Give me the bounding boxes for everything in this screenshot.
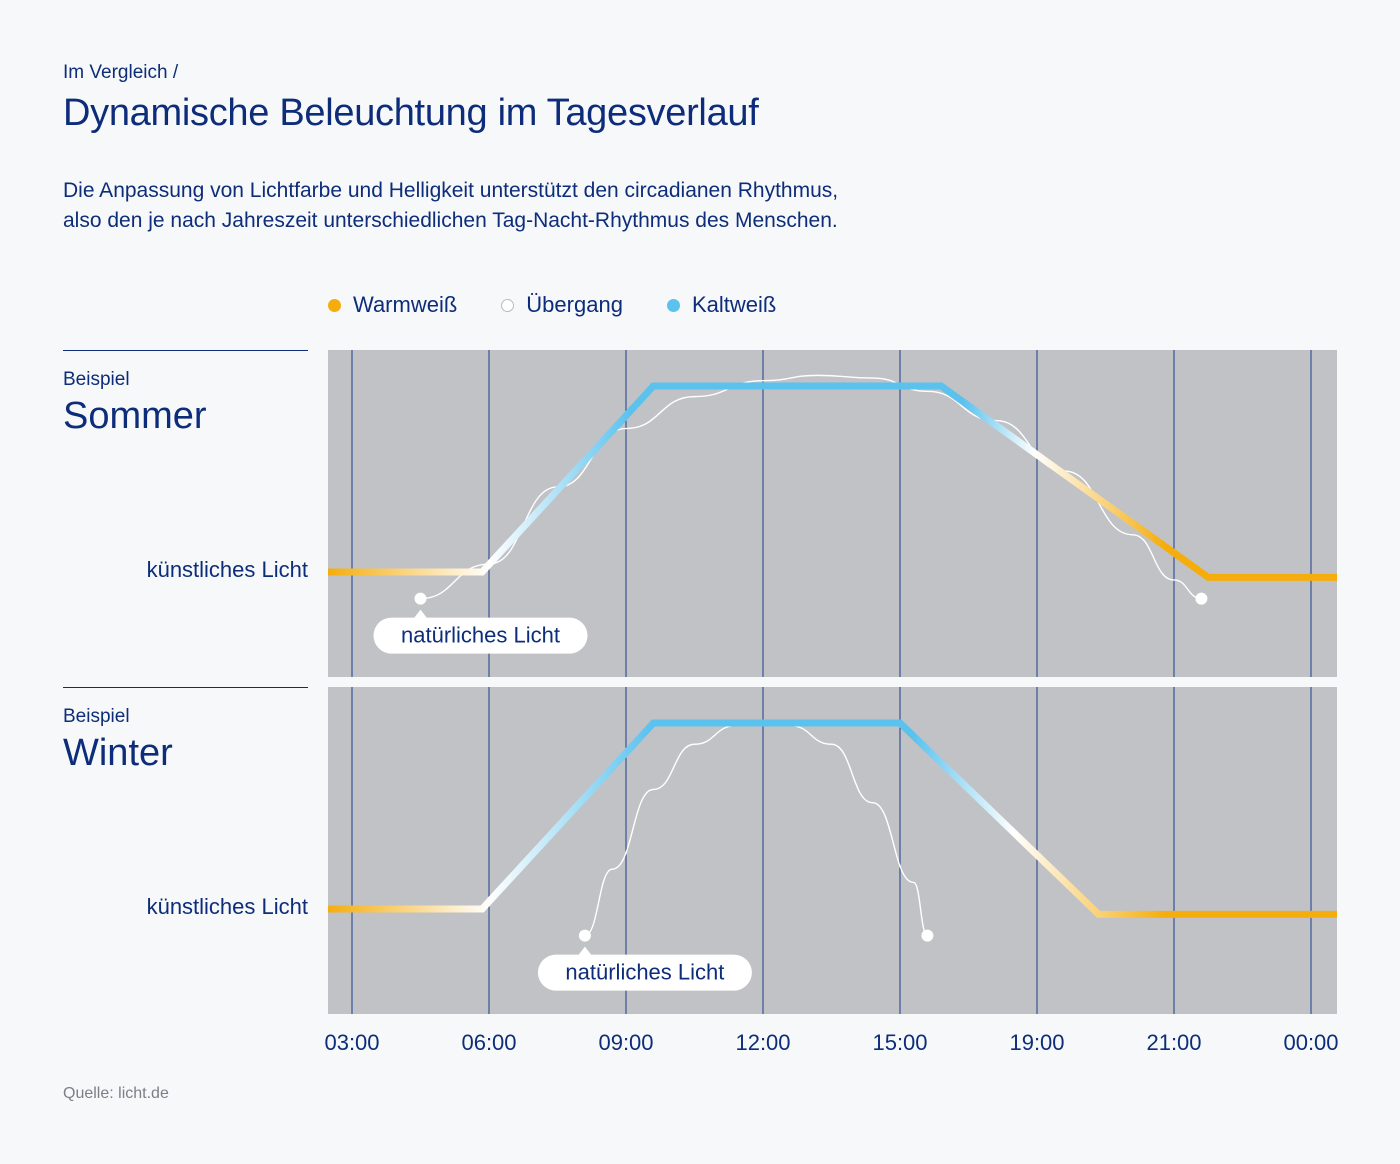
- callout-bubble: [373, 617, 588, 654]
- x-tick-label: 12:00: [735, 1030, 790, 1055]
- row-title-winter: Winter: [63, 732, 173, 774]
- x-tick-label: 06:00: [461, 1030, 516, 1055]
- chart-panel-1: [328, 687, 1337, 1014]
- callout-pointer: [577, 946, 592, 956]
- legend-item-warm: Warmweiß: [328, 292, 457, 318]
- row-rule-summer: [63, 350, 308, 351]
- natural-light-point: [578, 929, 591, 942]
- artificial-light-line: [328, 719, 1337, 918]
- natural-light-line: [420, 374, 1202, 600]
- source-note: Quelle: licht.de: [63, 1085, 169, 1102]
- legend-item-cold: Kaltweiß: [666, 292, 777, 318]
- legend-dot-warm: [328, 298, 341, 312]
- legend: Warmweiß Übergang Kaltweiß: [328, 292, 776, 318]
- callout-label: natürliches Licht: [401, 623, 560, 648]
- legend-item-transition: Übergang: [501, 292, 623, 318]
- x-tick-label: 09:00: [598, 1030, 653, 1055]
- artificial-label-summer: künstliches Licht: [146, 557, 308, 582]
- x-tick-label: 15:00: [872, 1030, 927, 1055]
- callout-label: natürliches Licht: [565, 960, 724, 985]
- callout-bubble: [537, 954, 752, 991]
- callout-pointer: [413, 609, 428, 619]
- natural-light-point: [1195, 592, 1208, 605]
- x-tick-label: 03:00: [324, 1030, 379, 1055]
- artificial-light-line: [328, 382, 1337, 581]
- page-title: Dynamische Beleuchtung im Tagesverlauf: [63, 92, 759, 134]
- description-line-2: also den je nach Jahreszeit unterschiedl…: [63, 209, 838, 232]
- description: Die Anpassung von Lichtfarbe und Helligk…: [63, 176, 1163, 236]
- natural-light-point: [921, 929, 934, 942]
- x-tick-label: 21:00: [1146, 1030, 1201, 1055]
- row-kicker-summer: Beispiel: [63, 369, 130, 390]
- artificial-label-winter: künstliches Licht: [146, 894, 308, 919]
- row-title-summer: Sommer: [63, 395, 207, 437]
- legend-label-cold: Kaltweiß: [691, 292, 777, 317]
- natural-light-point: [414, 592, 427, 605]
- row-rule-winter: [63, 687, 308, 688]
- x-tick-label: 00:00: [1283, 1030, 1338, 1055]
- legend-label-warm: Warmweiß: [353, 292, 458, 317]
- legend-dot-cold: [666, 298, 680, 312]
- x-tick-label: 19:00: [1009, 1030, 1064, 1055]
- legend-label-transition: Übergang: [526, 292, 623, 317]
- row-kicker-winter: Beispiel: [63, 706, 130, 727]
- description-line-1: Die Anpassung von Lichtfarbe und Helligk…: [63, 179, 839, 202]
- legend-dot-transition: [501, 298, 515, 312]
- eyebrow: Im Vergleich /: [63, 62, 179, 83]
